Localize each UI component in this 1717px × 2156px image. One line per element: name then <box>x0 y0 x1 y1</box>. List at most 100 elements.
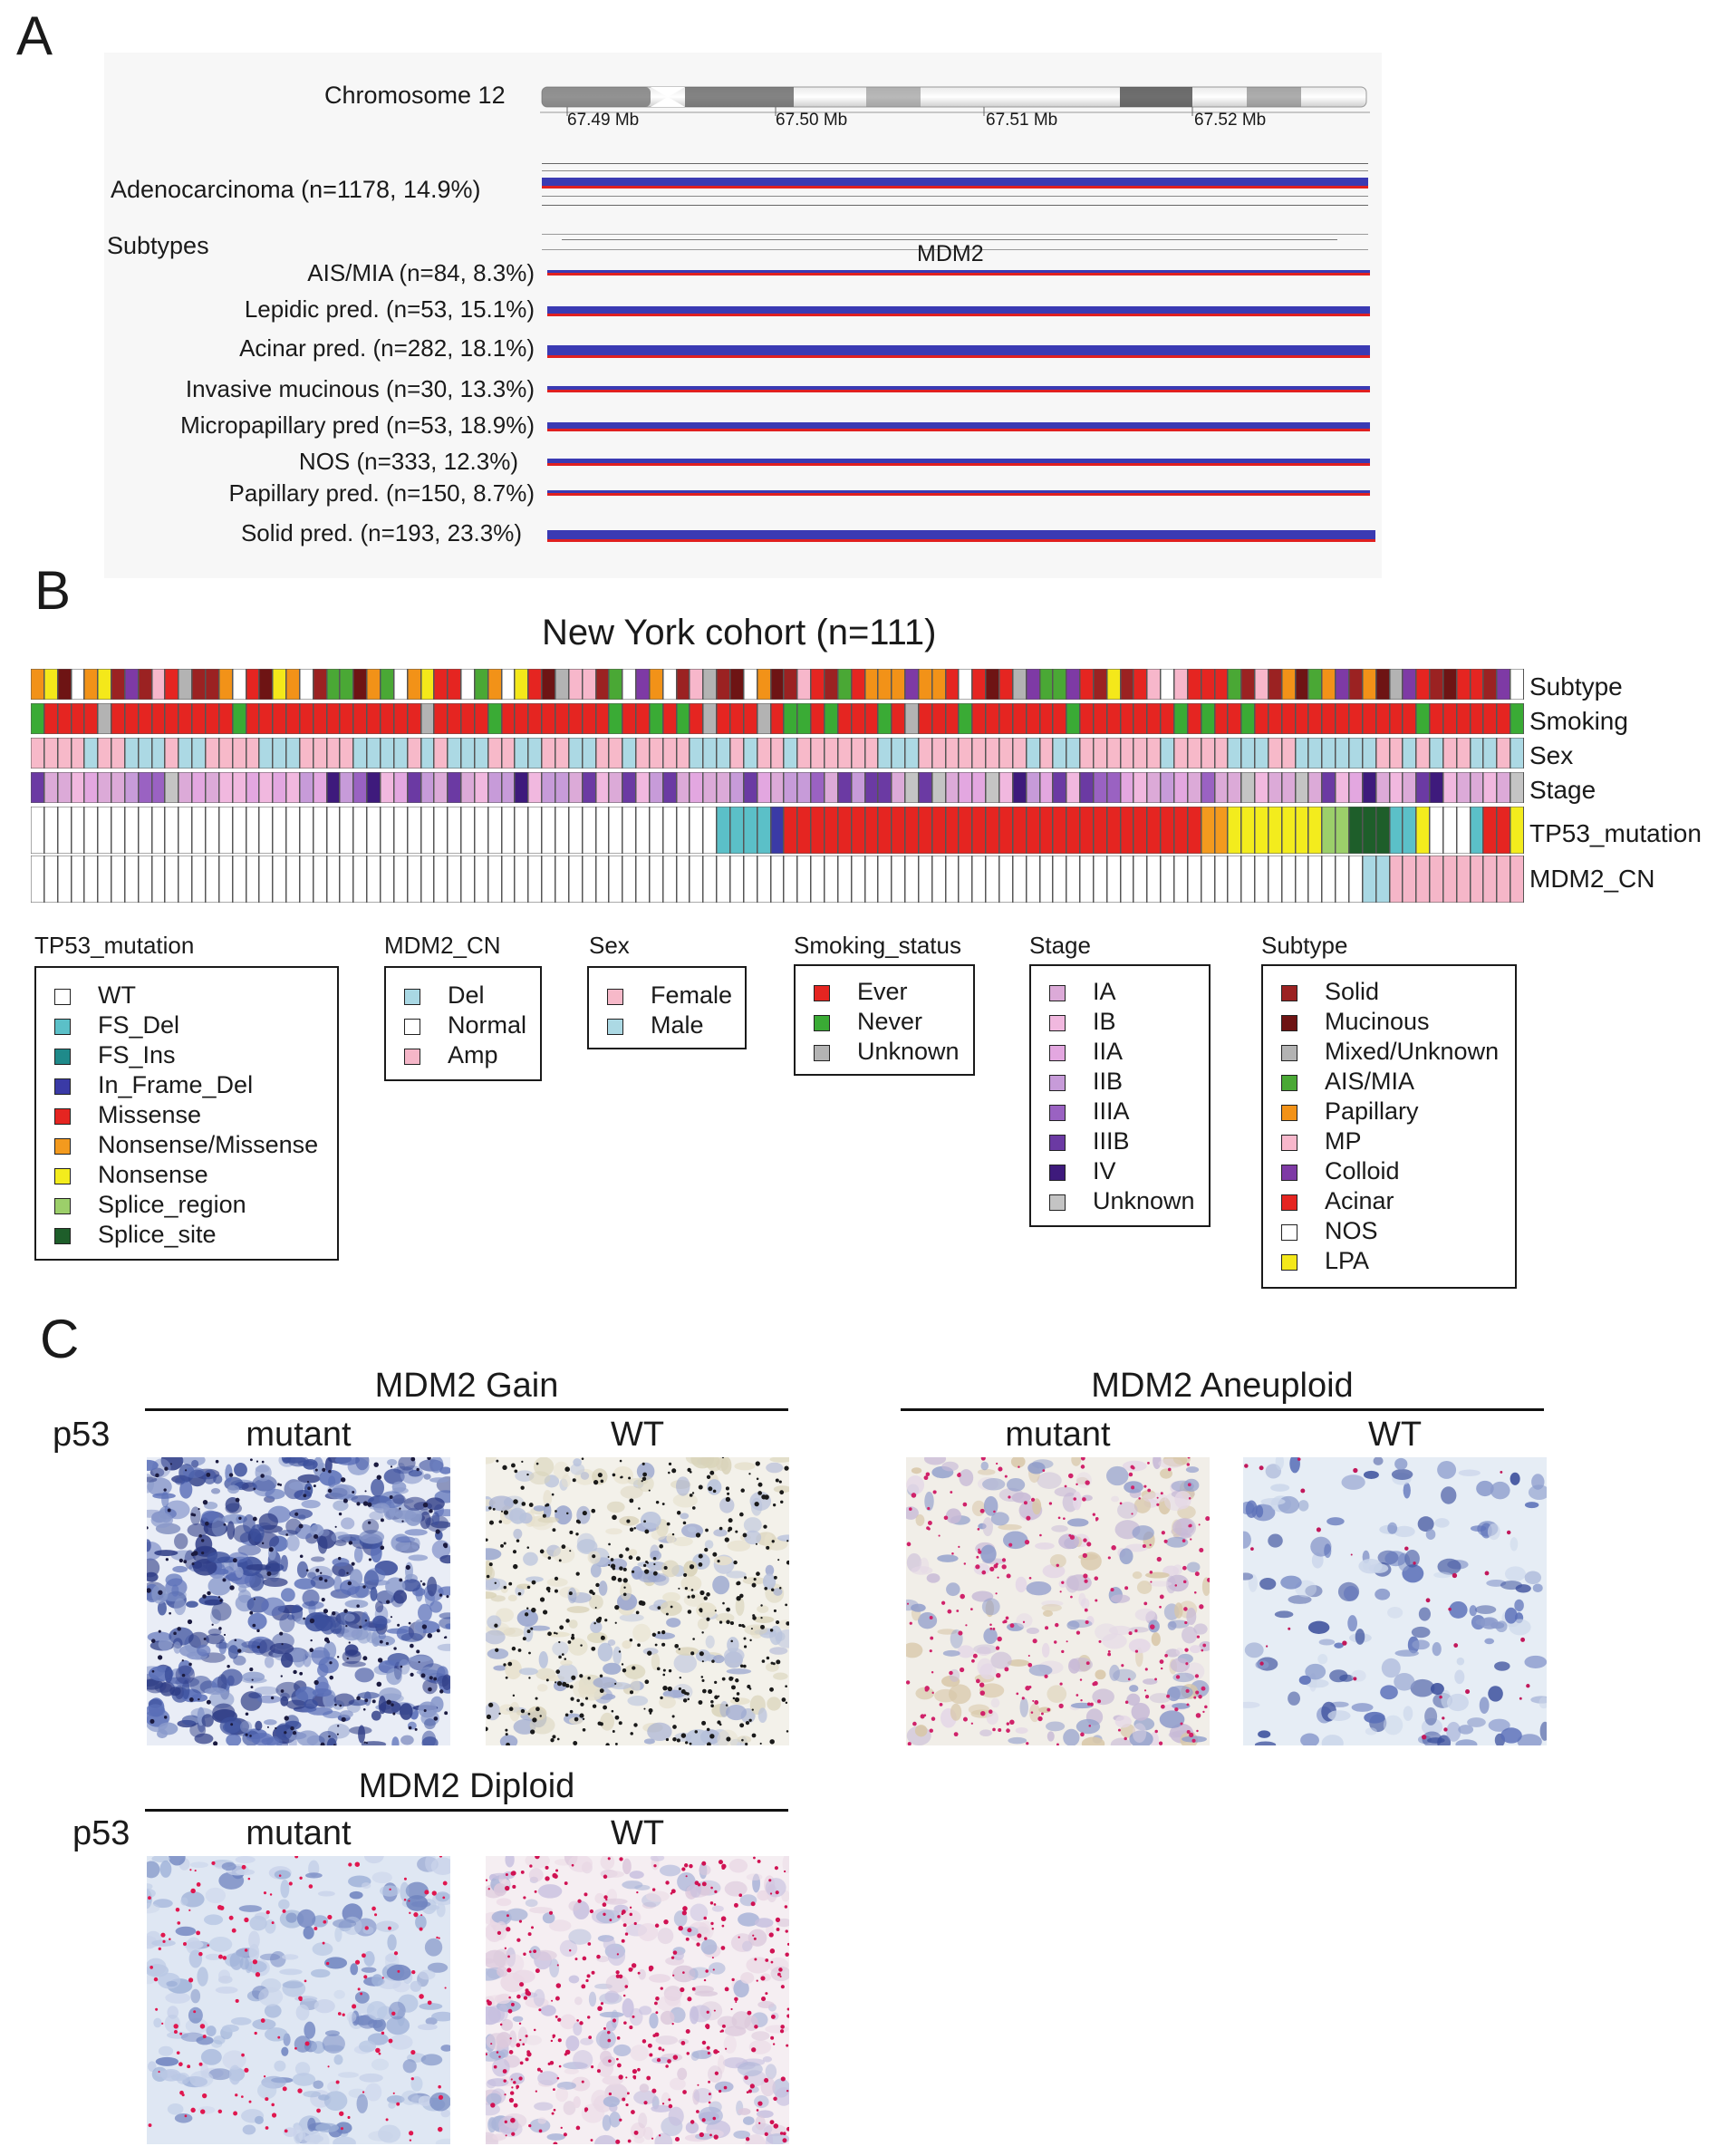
oncoprint-cell <box>1214 807 1229 854</box>
oncoprint-cell <box>273 738 287 769</box>
oncoprint-cell <box>1456 772 1471 803</box>
oncoprint-cell <box>286 772 300 803</box>
oncoprint-cell <box>1442 807 1457 854</box>
oncoprint-cell <box>837 738 852 769</box>
oncoprint-cell <box>448 703 462 734</box>
legend-swatch <box>1049 1045 1066 1061</box>
legend-swatch <box>54 1019 71 1035</box>
oncoprint-cell <box>1053 807 1067 854</box>
oncoprint-cell <box>259 703 274 734</box>
oncoprint-cell <box>151 807 166 854</box>
group-title-aneuploid: MDM2 Aneuploid <box>1091 1367 1354 1405</box>
oncoprint-cell <box>1214 856 1229 903</box>
micrograph-aneuploid-wt <box>1243 1457 1547 1745</box>
legend-swatch <box>1281 1075 1297 1091</box>
legend-item: Amp <box>386 1040 540 1070</box>
legend-swatch <box>404 1019 420 1035</box>
oncoprint-cell <box>662 703 677 734</box>
oncoprint-cell <box>837 703 852 734</box>
legend-label: Nonsense/Missense <box>98 1131 319 1158</box>
oncoprint-cell <box>1173 703 1188 734</box>
oncoprint-cell <box>43 856 58 903</box>
legend-label: IIIB <box>1093 1127 1130 1155</box>
oncoprint-cell <box>582 807 596 854</box>
oncoprint-cell <box>353 703 368 734</box>
oncoprint-cell <box>299 856 313 903</box>
oncoprint-cell <box>528 807 543 854</box>
oncoprint-cell <box>542 669 556 700</box>
oncoprint-cell <box>931 856 946 903</box>
oncoprint-cell <box>609 703 623 734</box>
oncoprint-cell <box>905 669 919 700</box>
oncoprint-cell <box>636 772 650 803</box>
subtype-row-label: Solid pred. (n=193, 23.3%) <box>240 519 522 546</box>
oncoprint-cell <box>340 772 354 803</box>
oncoprint-cell <box>1430 738 1443 769</box>
oncoprint-cell <box>717 703 731 734</box>
oncoprint-cell <box>811 669 825 700</box>
oncoprint-cell <box>1201 856 1215 903</box>
oncoprint-cell <box>1026 669 1040 700</box>
subtype-track-del <box>547 463 1370 466</box>
oncoprint-cell <box>1430 772 1443 803</box>
legend-title-mdm2: MDM2_CN <box>384 932 501 959</box>
oncoprint-cell <box>474 669 488 700</box>
oncoprint-cell <box>1147 703 1162 734</box>
oncoprint-cell <box>1322 856 1336 903</box>
oncoprint-cell <box>636 807 650 854</box>
oncoprint-cell <box>487 807 502 854</box>
legend-label: Splice_site <box>98 1221 217 1248</box>
oncoprint-cell <box>124 669 139 700</box>
oncoprint-cell <box>690 807 704 854</box>
oncoprint-cell <box>1201 703 1215 734</box>
legend-item: IV <box>1031 1156 1209 1186</box>
oncoprint-cell <box>98 856 112 903</box>
oncoprint-cell <box>487 703 502 734</box>
oncoprint-cell <box>1375 738 1390 769</box>
oncoprint-cell <box>474 772 488 803</box>
oncoprint-cell <box>1147 807 1162 854</box>
oncoprint-cell <box>757 807 771 854</box>
legend-item: NOS <box>1263 1216 1515 1246</box>
micrograph-aneuploid-mutant <box>906 1457 1210 1745</box>
oncoprint-cell <box>757 738 771 769</box>
oncoprint-cell <box>851 772 865 803</box>
oncoprint-cell <box>206 669 219 700</box>
oncoprint-cell <box>784 807 798 854</box>
oncoprint-cell <box>259 738 274 769</box>
cohort-title: New York cohort (n=111) <box>542 613 937 653</box>
legend-label: IA <box>1093 978 1116 1005</box>
oncoprint-cell <box>1483 738 1498 769</box>
oncoprint-cell <box>1241 807 1256 854</box>
oncoprint-cell <box>595 807 610 854</box>
oncoprint-cell <box>1255 703 1268 734</box>
oncoprint-cell <box>770 669 785 700</box>
legend-label: Female <box>651 981 733 1009</box>
oncoprint-cell <box>743 856 757 903</box>
oncoprint-cell <box>864 856 879 903</box>
oncoprint-cell <box>1281 669 1296 700</box>
oncoprint-cell <box>1201 738 1215 769</box>
oncoprint-cell <box>703 772 718 803</box>
oncoprint-cell <box>542 807 556 854</box>
subtype-row-label: Micropapillary pred (n=53, 18.9%) <box>180 411 535 439</box>
legend-swatch <box>54 1168 71 1184</box>
oncoprint-cell <box>206 856 219 903</box>
oncoprint-cell <box>367 856 381 903</box>
oncoprint-cell <box>448 807 462 854</box>
oncoprint-cell <box>501 703 516 734</box>
oncoprint-cell <box>1241 703 1256 734</box>
oncoprint-cell <box>1281 772 1296 803</box>
oncoprint-cell <box>151 856 166 903</box>
oncoprint-cell <box>824 772 838 803</box>
oncoprint-cell <box>515 772 529 803</box>
oncoprint-cell <box>31 738 44 769</box>
legend-label: Amp <box>448 1041 498 1068</box>
oncoprint-cell <box>192 772 206 803</box>
oncoprint-cell <box>878 738 892 769</box>
oncoprint-cell <box>367 703 381 734</box>
oncoprint-cell <box>218 669 233 700</box>
oncoprint-cell <box>811 738 825 769</box>
oncoprint-cell <box>582 703 596 734</box>
legend-label: FS_Ins <box>98 1041 176 1068</box>
